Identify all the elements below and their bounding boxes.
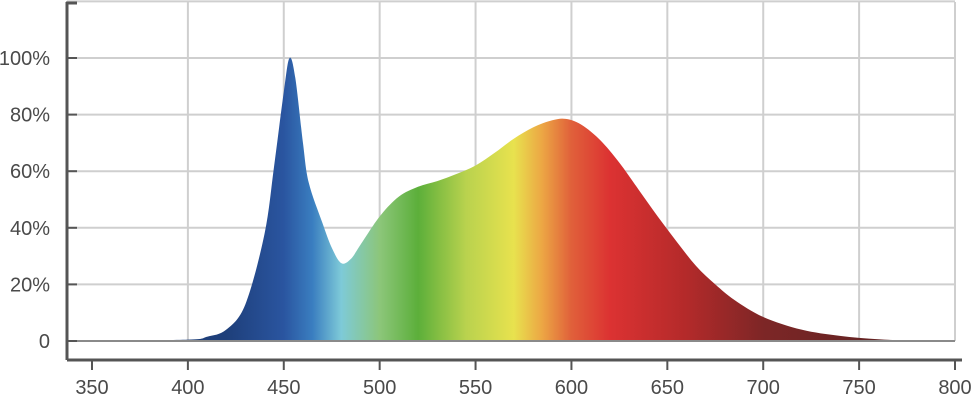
x-tick-label-350: 350	[75, 377, 108, 399]
x-tick-label-550: 550	[459, 377, 492, 399]
y-tick-label-40: 40%	[10, 218, 50, 240]
axes	[65, 1, 962, 370]
spectrum-area	[92, 57, 955, 342]
x-tick-label-750: 750	[842, 377, 875, 399]
x-tick-label-400: 400	[171, 377, 204, 399]
x-tick-label-700: 700	[747, 377, 780, 399]
y-tick-label-100: 100%	[0, 48, 50, 70]
x-tick-label-650: 650	[651, 377, 684, 399]
y-tick-label-20: 20%	[10, 274, 50, 296]
x-tick-label-450: 450	[267, 377, 300, 399]
x-tick-label-500: 500	[363, 377, 396, 399]
tick-labels: 0 20% 40% 60% 80% 100% 350 400 450 500 550 600 650 70…	[0, 48, 972, 399]
x-tick-label-600: 600	[555, 377, 588, 399]
y-tick-label-80: 80%	[10, 105, 50, 127]
plot-area	[92, 57, 955, 342]
y-tick-label-0: 0	[39, 331, 50, 353]
y-tick-label-60: 60%	[10, 161, 50, 183]
x-tick-label-800: 800	[938, 377, 971, 399]
